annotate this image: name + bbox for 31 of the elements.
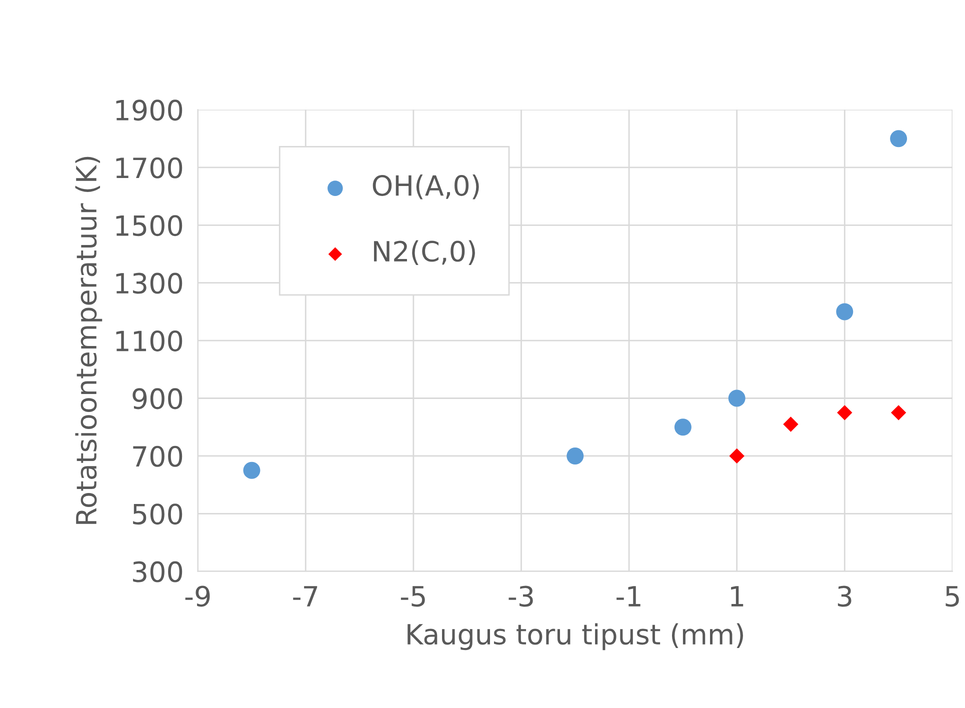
x-tick-label: 5 <box>946 586 959 607</box>
x-tick-label: 3 <box>838 586 852 607</box>
y-tick-label: 1900 <box>116 100 182 121</box>
point <box>566 447 584 464</box>
x-tick-label: -9 <box>185 586 210 607</box>
x-axis-title: Kaugus toru tipust (mm) <box>408 623 743 650</box>
point <box>243 462 260 479</box>
legend-label: N2(C,0) <box>374 240 475 266</box>
point <box>728 390 746 407</box>
y-tick-label: 300 <box>133 561 182 582</box>
x-tick-label: -5 <box>400 586 425 607</box>
point <box>890 130 908 148</box>
point <box>890 405 906 420</box>
y-tick-label: 900 <box>132 388 182 410</box>
y-tick-label: 700 <box>133 446 182 467</box>
point <box>729 448 744 464</box>
x-tick-label: -7 <box>293 586 318 606</box>
x-tick-label: 1 <box>731 586 744 606</box>
point <box>836 303 854 320</box>
x-tick-label: -3 <box>508 586 533 607</box>
y-tick-label: 1100 <box>116 330 182 352</box>
y-tick-label: 1300 <box>116 272 182 294</box>
point <box>674 418 692 436</box>
y-tick-label: 1700 <box>116 157 182 178</box>
y-tick-label: 500 <box>133 504 182 525</box>
point <box>783 416 798 432</box>
point <box>837 405 852 420</box>
y-tick-label: 1500 <box>116 215 182 236</box>
x-tick-label: -1 <box>616 586 640 606</box>
y-axis-title: Rotatsioontemperatuur (K) <box>75 156 102 524</box>
legend-label: OH(A,0) <box>372 174 479 200</box>
